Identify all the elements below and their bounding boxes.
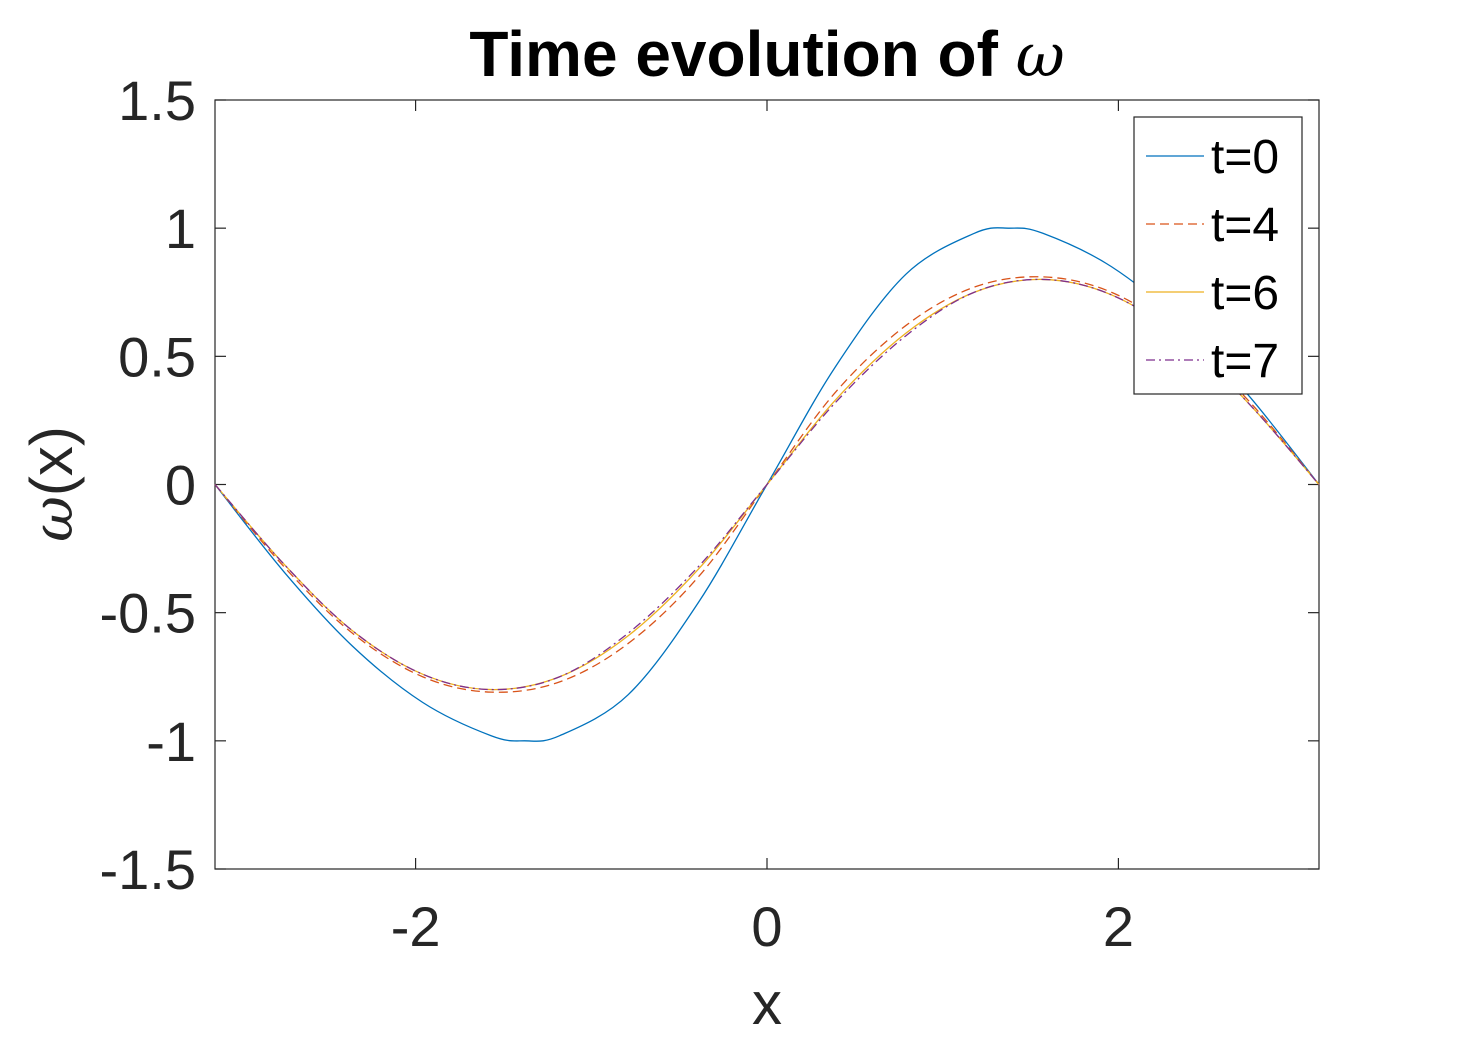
legend-label: t=7 bbox=[1211, 335, 1279, 388]
y-tick-label: -1 bbox=[146, 710, 196, 773]
y-tick-label: -1.5 bbox=[100, 838, 197, 901]
y-tick-label: 0.5 bbox=[118, 325, 196, 388]
x-axis: -2 0 2 bbox=[391, 100, 1134, 958]
legend-box bbox=[1133, 116, 1303, 395]
y-axis: -1.5 -1 -0.5 0 0.5 1 1.5 bbox=[100, 69, 1319, 901]
x-tick-label: 0 bbox=[751, 895, 782, 958]
y-tick-label: 1 bbox=[165, 197, 196, 260]
y-tick-label: 0 bbox=[165, 454, 196, 517]
x-tick-label: 2 bbox=[1103, 895, 1134, 958]
chart-title: Time evolution of ω bbox=[469, 18, 1064, 91]
legend: t=0 t=4 t=6 t=7 bbox=[1133, 116, 1303, 395]
y-tick-label: 1.5 bbox=[118, 69, 196, 132]
x-tick-label: -2 bbox=[391, 895, 441, 958]
y-tick-label: -0.5 bbox=[100, 582, 197, 645]
legend-label: t=4 bbox=[1211, 199, 1279, 252]
legend-label: t=0 bbox=[1211, 131, 1279, 184]
y-axis-label: ω(x) bbox=[18, 426, 86, 542]
x-axis-label: x bbox=[752, 970, 782, 1037]
legend-label: t=6 bbox=[1211, 267, 1279, 320]
